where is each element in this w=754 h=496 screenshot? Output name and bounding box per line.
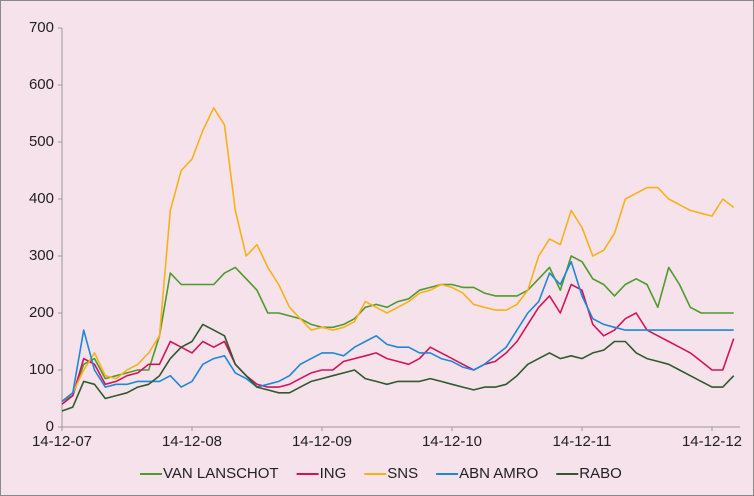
x-tick-label: 14-12-11: [553, 433, 612, 450]
legend-label: ING: [320, 465, 347, 482]
x-tick-label: 14-12-09: [292, 433, 352, 450]
y-tick-label: 400: [29, 190, 54, 207]
y-tick-label: 500: [29, 133, 54, 150]
series-line: [61, 323, 735, 412]
x-tick-label: 14-12-12: [682, 433, 742, 450]
y-tick-label: 600: [29, 76, 54, 93]
x-tick-label: 14-12-07: [32, 433, 92, 450]
x-tick-label: 14-12-10: [422, 433, 482, 450]
series-line: [61, 107, 735, 403]
legend-label: RABO: [579, 465, 622, 482]
series-line: [61, 283, 735, 405]
legend-label: ABN AMRO: [459, 465, 538, 482]
series-line: [61, 260, 734, 403]
y-tick-label: 300: [29, 247, 54, 264]
x-tick-label: 14-12-08: [162, 433, 222, 450]
legend-label: SNS: [387, 465, 418, 482]
y-tick-label: 0: [46, 418, 54, 435]
series-line: [61, 255, 734, 403]
y-tick-label: 100: [29, 361, 54, 378]
legend-label: VAN LANSCHOT: [163, 465, 279, 482]
y-tick-label: 200: [29, 304, 54, 321]
y-tick-label: 700: [29, 19, 54, 36]
